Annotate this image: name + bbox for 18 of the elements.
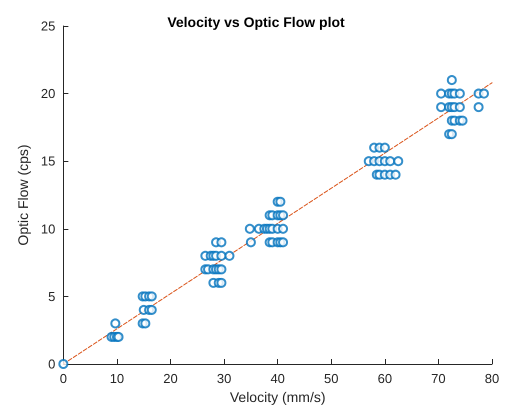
chart-title: Velocity vs Optic Flow plot: [167, 14, 346, 30]
x-tick-label: 0: [60, 371, 67, 386]
y-tick-label: 10: [40, 221, 56, 236]
x-tick-label: 20: [163, 371, 178, 386]
x-axis-title: Velocity (mm/s): [230, 388, 326, 405]
y-tick-label: 20: [40, 86, 56, 102]
x-tick-label: 70: [431, 371, 446, 386]
x-tick-label: 80: [484, 371, 500, 386]
y-axis-title: Optic Flow (cps): [15, 144, 31, 246]
x-tick-label: 40: [270, 371, 285, 386]
y-tick-label: 15: [40, 154, 56, 169]
x-tick-label: 60: [378, 371, 392, 386]
y-tick-label: 0: [48, 356, 56, 372]
y-tick-label: 5: [48, 288, 56, 304]
x-tick-label: 30: [216, 371, 232, 386]
x-tick-label: 10: [110, 371, 124, 386]
y-tick-label: 25: [40, 18, 56, 34]
x-tick-label: 50: [324, 371, 338, 386]
